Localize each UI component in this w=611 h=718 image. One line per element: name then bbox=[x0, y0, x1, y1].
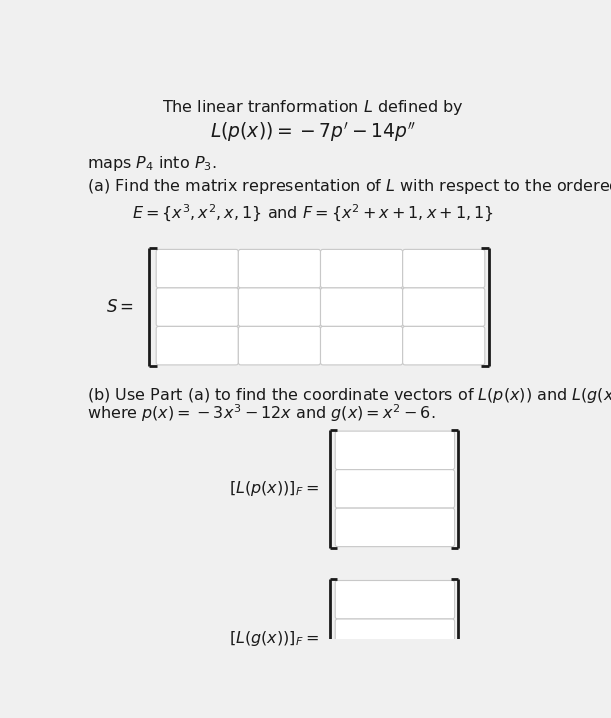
FancyBboxPatch shape bbox=[321, 249, 403, 288]
Text: The linear tranformation $\mathit{L}$ defined by: The linear tranformation $\mathit{L}$ de… bbox=[162, 98, 464, 118]
FancyBboxPatch shape bbox=[321, 327, 403, 365]
FancyBboxPatch shape bbox=[403, 249, 485, 288]
FancyBboxPatch shape bbox=[238, 327, 321, 365]
FancyBboxPatch shape bbox=[321, 288, 403, 327]
FancyBboxPatch shape bbox=[403, 288, 485, 327]
FancyBboxPatch shape bbox=[335, 580, 455, 619]
FancyBboxPatch shape bbox=[156, 288, 238, 327]
FancyBboxPatch shape bbox=[238, 249, 321, 288]
Text: (b) Use Part (a) to find the coordinate vectors of $L(p(x))$ and $L(g(x))$: (b) Use Part (a) to find the coordinate … bbox=[87, 386, 611, 405]
Text: (a) Find the matrix representation of $\mathit{L}$ with respect to the ordered b: (a) Find the matrix representation of $\… bbox=[87, 177, 611, 196]
Text: $[L(p(x))]_F =$: $[L(p(x))]_F =$ bbox=[229, 480, 319, 498]
FancyBboxPatch shape bbox=[335, 470, 455, 508]
Text: where $p(x) = -3x^3 - 12x$ and $g(x) = x^2 - 6$.: where $p(x) = -3x^3 - 12x$ and $g(x) = x… bbox=[87, 403, 436, 424]
FancyBboxPatch shape bbox=[335, 658, 455, 696]
Text: maps $P_4$ into $P_3$.: maps $P_4$ into $P_3$. bbox=[87, 154, 217, 173]
FancyBboxPatch shape bbox=[156, 327, 238, 365]
Text: $[L(g(x))]_F =$: $[L(g(x))]_F =$ bbox=[229, 629, 319, 648]
FancyBboxPatch shape bbox=[335, 619, 455, 658]
Text: $E = \{x^3, x^2, x, 1\}$ and $F = \{x^2 + x + 1, x + 1, 1\}$: $E = \{x^3, x^2, x, 1\}$ and $F = \{x^2 … bbox=[132, 203, 494, 224]
FancyBboxPatch shape bbox=[335, 431, 455, 470]
FancyBboxPatch shape bbox=[403, 327, 485, 365]
FancyBboxPatch shape bbox=[238, 288, 321, 327]
FancyBboxPatch shape bbox=[156, 249, 238, 288]
Text: $S =$: $S =$ bbox=[106, 298, 134, 316]
Text: $L(p(x)) = -7p^{\prime} - 14p^{\prime\prime}$: $L(p(x)) = -7p^{\prime} - 14p^{\prime\pr… bbox=[210, 120, 416, 144]
FancyBboxPatch shape bbox=[335, 508, 455, 546]
